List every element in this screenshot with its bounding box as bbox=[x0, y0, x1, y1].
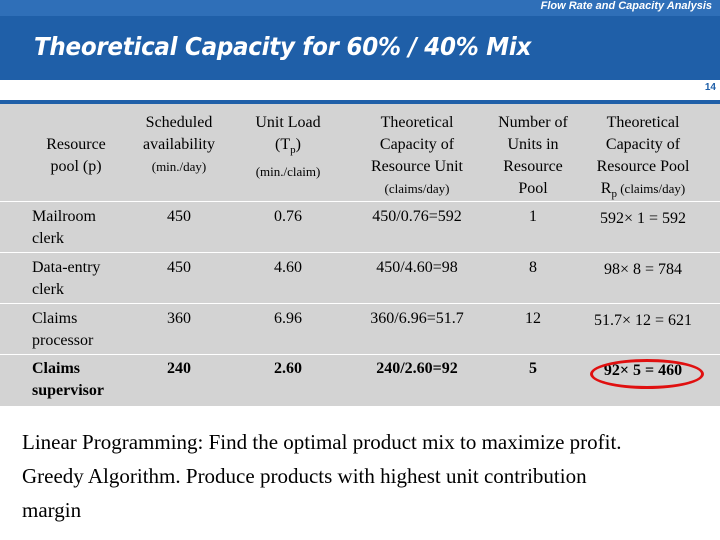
header-text: Theoretical bbox=[606, 114, 680, 131]
pool-name: processor bbox=[32, 332, 94, 349]
table-cell-unit-load: 4.60 bbox=[274, 259, 302, 276]
header-subscript: p bbox=[611, 188, 617, 201]
pool-name: Mailroom bbox=[32, 208, 96, 225]
header-text: Resource Unit bbox=[371, 158, 463, 175]
header-unit-capacity: Theoretical Capacity of Resource Unit (c… bbox=[355, 112, 479, 200]
table-cell-availability: 450 bbox=[167, 259, 191, 276]
table-cell-unit-load: 0.76 bbox=[274, 208, 302, 225]
header-unit: (min./claim) bbox=[255, 164, 321, 180]
table-cell-availability: 240 bbox=[167, 360, 191, 377]
header-text: R bbox=[600, 180, 612, 197]
header-text: Resource bbox=[503, 158, 563, 175]
pool-name: Claims bbox=[32, 360, 80, 377]
header-resource-pool: Resource pool (p) bbox=[30, 134, 122, 178]
pool-name: Data-entry bbox=[32, 259, 101, 276]
header-unit-load: Unit Load (Tp) (min./claim) bbox=[238, 112, 338, 183]
header-text: Resource Pool bbox=[596, 158, 690, 175]
table-cell-availability: 450 bbox=[167, 208, 191, 225]
page-number: 14 bbox=[704, 82, 716, 93]
header-text: pool (p) bbox=[50, 158, 102, 175]
row-separator bbox=[0, 252, 720, 253]
row-separator bbox=[0, 303, 720, 304]
table-cell-availability: 360 bbox=[167, 310, 191, 327]
header-text: Pool bbox=[518, 180, 548, 197]
pool-name: Claims bbox=[32, 310, 78, 327]
table-cell-units: 12 bbox=[525, 310, 541, 327]
header-units: Number of Units in Resource Pool bbox=[488, 112, 578, 200]
header-text: availability bbox=[143, 136, 215, 153]
table-cell-unit-capacity: 450/4.60=98 bbox=[376, 259, 458, 276]
pool-name: clerk bbox=[32, 230, 64, 247]
table-cell-unit-capacity: 240/2.60=92 bbox=[376, 360, 458, 377]
table-cell-unit-capacity: 450/0.76=592 bbox=[372, 208, 462, 225]
table-cell-unit-load: 6.96 bbox=[274, 310, 302, 327]
header-unit: (claims/day) bbox=[616, 181, 686, 196]
title-rule bbox=[0, 100, 720, 104]
table-cell-pool-capacity: 98× 8 = 784 bbox=[603, 261, 683, 278]
header-availability: Scheduled availability (min./day) bbox=[130, 112, 228, 178]
table-row-pool: Mailroom clerk bbox=[32, 206, 96, 250]
table-cell-pool-capacity: 51.7× 12 = 621 bbox=[593, 312, 693, 329]
header-rp: Rp (claims/day) bbox=[584, 178, 702, 205]
table-row-pool: Data-entry clerk bbox=[32, 257, 100, 301]
header-text: Scheduled bbox=[145, 114, 213, 131]
header-text: Resource bbox=[46, 136, 106, 153]
header-text: Unit Load bbox=[255, 114, 321, 131]
header-unit: (claims/day) bbox=[384, 181, 450, 196]
table-cell-units: 5 bbox=[529, 360, 537, 377]
slide-title: Theoretical Capacity for 60% / 40% Mix bbox=[34, 32, 532, 61]
pool-name: supervisor bbox=[32, 382, 104, 399]
header-text: (T bbox=[275, 136, 291, 153]
bottleneck-highlight-circle bbox=[590, 359, 704, 389]
table-cell-units: 1 bbox=[529, 208, 537, 225]
header-text: Capacity of bbox=[605, 136, 681, 153]
table-cell-unit-load: 2.60 bbox=[274, 360, 302, 377]
header-text: Number of bbox=[498, 114, 568, 131]
note-line: Greedy Algorithm. Produce products with … bbox=[22, 464, 587, 488]
row-separator bbox=[0, 354, 720, 355]
header-subscript: p bbox=[290, 144, 296, 157]
header-caption: Flow Rate and Capacity Analysis bbox=[540, 0, 712, 12]
table-cell-pool-capacity: 592× 1 = 592 bbox=[599, 210, 687, 227]
table-row-pool: Claims supervisor bbox=[32, 358, 104, 402]
row-separator bbox=[0, 201, 720, 202]
header-text: ) bbox=[295, 136, 301, 153]
notes-text: Linear Programming: Find the optimal pro… bbox=[22, 425, 712, 527]
header-text: Units in bbox=[507, 136, 559, 153]
header-tp: (Tp) bbox=[238, 134, 338, 161]
note-line: margin bbox=[22, 498, 82, 522]
header-text: Theoretical bbox=[380, 114, 454, 131]
header-unit: (min./day) bbox=[151, 159, 207, 174]
header-text: Capacity of bbox=[379, 136, 455, 153]
table-cell-units: 8 bbox=[529, 259, 537, 276]
capacity-table: Resource pool (p) Scheduled availability… bbox=[0, 104, 720, 406]
table-cell-unit-capacity: 360/6.96=51.7 bbox=[370, 310, 464, 327]
header-pool-capacity: Theoretical Capacity of Resource Pool Rp… bbox=[584, 112, 702, 205]
table-row-pool: Claims processor bbox=[32, 308, 93, 352]
banner-strip bbox=[0, 0, 720, 16]
note-line: Linear Programming: Find the optimal pro… bbox=[22, 430, 622, 454]
pool-name: clerk bbox=[32, 281, 64, 298]
